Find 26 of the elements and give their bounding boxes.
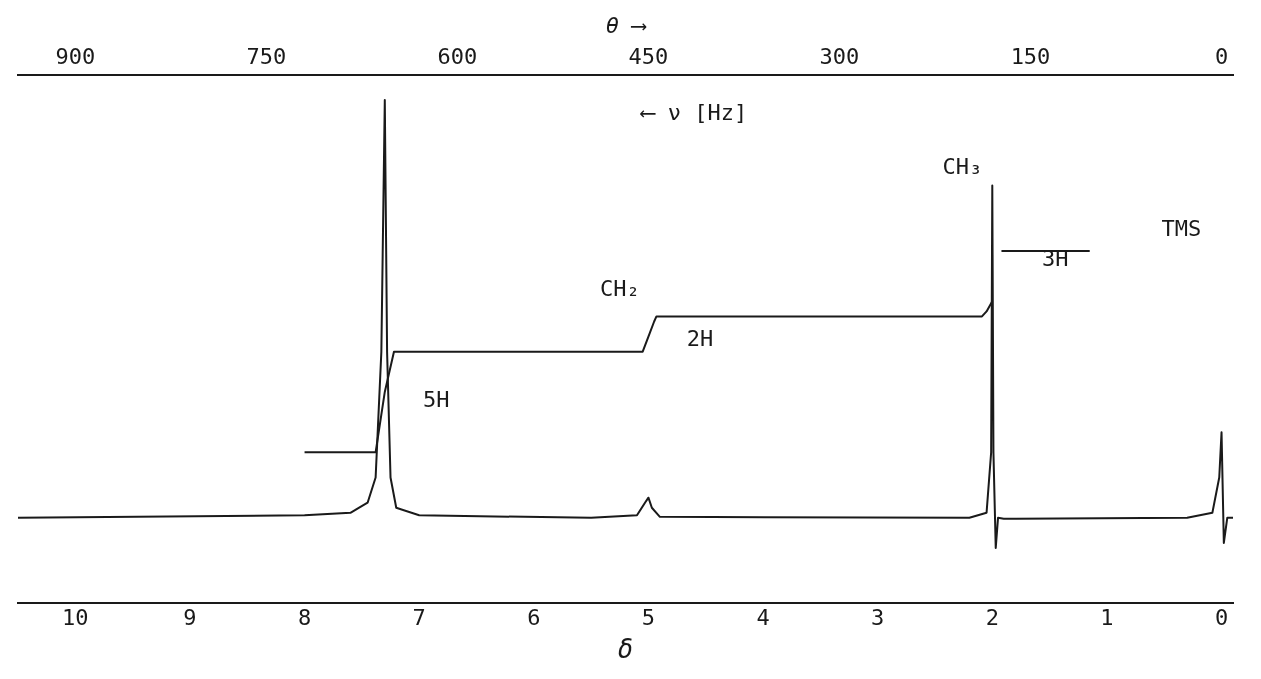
x-tick-label: 4 — [756, 605, 770, 631]
x2-tick-label: 450 — [628, 44, 669, 70]
x2-tick-label: 300 — [819, 44, 860, 70]
x-tick-label: 6 — [527, 605, 541, 631]
annotation: TMS — [1161, 215, 1202, 241]
x-tick-label: 3 — [871, 605, 885, 631]
x-tick-label: 2 — [985, 605, 999, 631]
x2-axis-title: θ ⟶ — [605, 12, 648, 38]
x-tick-label: 10 — [62, 605, 89, 631]
x2-tick-label: 600 — [437, 44, 478, 70]
x2-tick-label: 750 — [246, 44, 287, 70]
annotation: 5H — [423, 386, 450, 412]
x-tick-label: 9 — [183, 605, 197, 631]
x-tick-label: 0 — [1214, 605, 1229, 631]
x2-tick-label: 0 — [1214, 44, 1229, 70]
x-axis-title: δ — [617, 634, 634, 665]
x-tick-label: 8 — [297, 605, 312, 631]
x-tick-label: 5 — [641, 605, 656, 631]
annotation: 2H — [686, 326, 714, 352]
x-tick-label: 1 — [1100, 605, 1114, 631]
annotation: ⟵ ν [Hz] — [639, 99, 748, 125]
annotation: CH₂ — [599, 276, 640, 302]
x2-tick-label: 150 — [1010, 44, 1051, 70]
annotation: CH₃ — [942, 154, 983, 180]
x-tick-label: 7 — [412, 605, 426, 631]
x2-tick-label: 900 — [55, 44, 96, 70]
